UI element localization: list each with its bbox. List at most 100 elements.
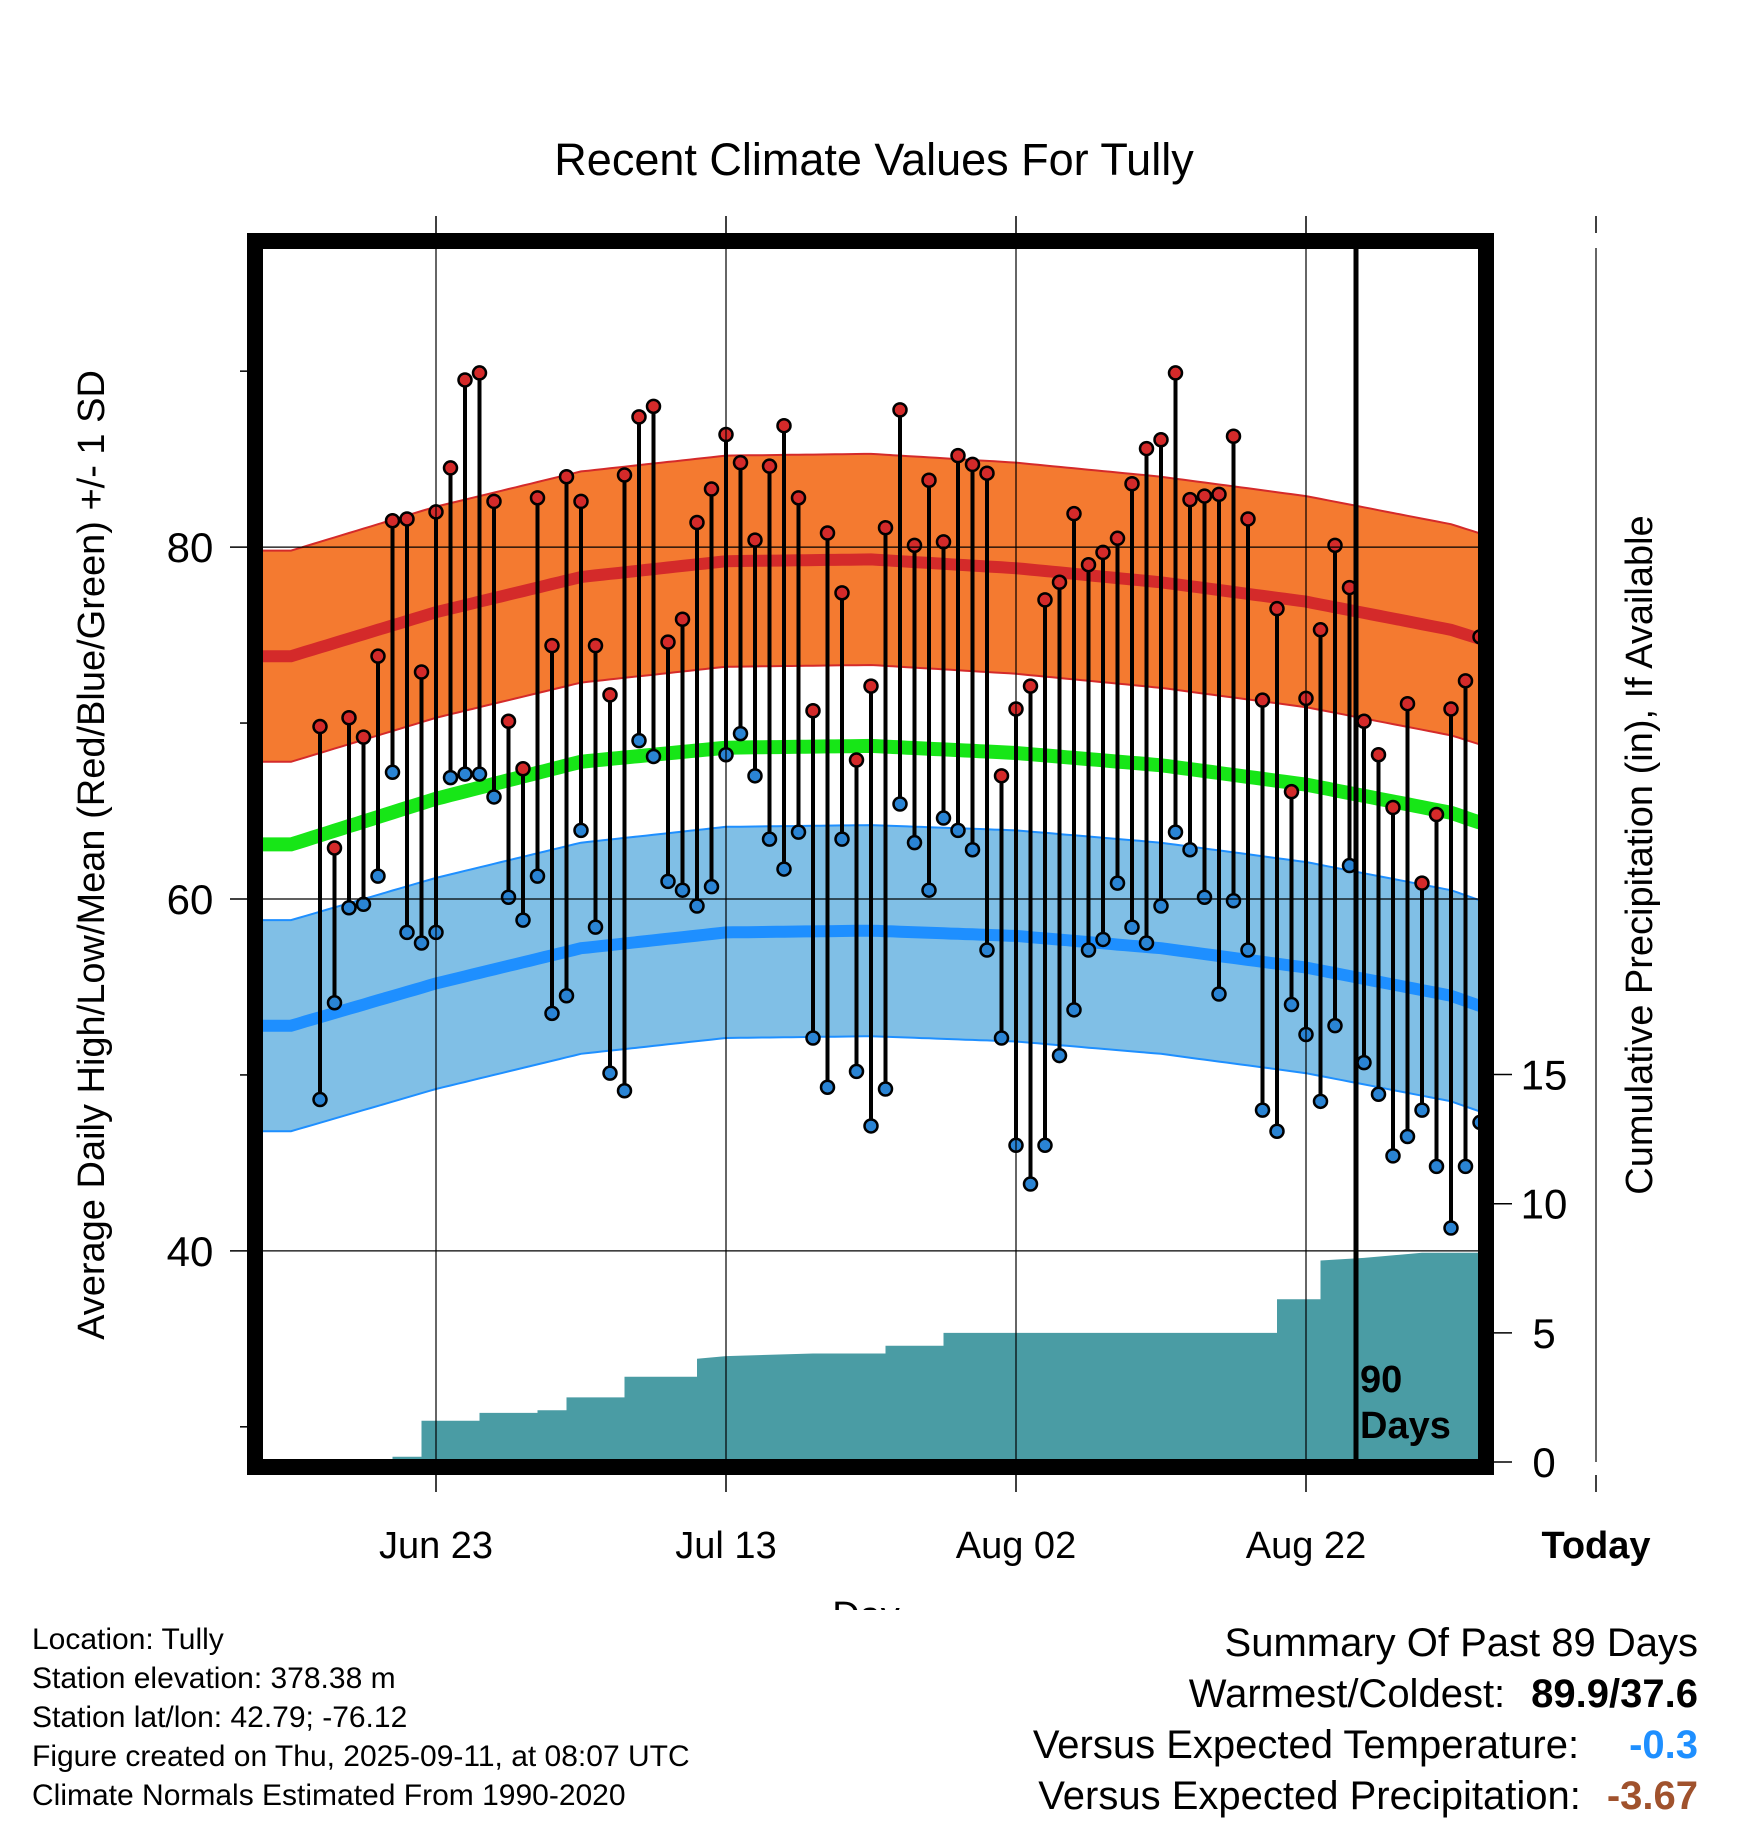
temp-value: -0.3 <box>1629 1723 1698 1767</box>
daily-high-point <box>355 729 372 745</box>
daily-high-point <box>399 511 415 527</box>
warm-cold-label: Warmest/Coldest: <box>1188 1672 1506 1716</box>
daily-high-point <box>1385 799 1401 816</box>
y2-tick-label: 10 <box>1521 1181 1568 1228</box>
x-tick-label: Aug 02 <box>956 1525 1076 1567</box>
daily-low-point <box>1443 1220 1459 1236</box>
normals-text: Climate Normals Estimated From 1990-2020 <box>32 1779 626 1812</box>
daily-high-point <box>660 634 676 650</box>
daily-high-point <box>674 611 691 627</box>
daily-low-point <box>834 831 850 847</box>
daily-high-point <box>442 460 459 476</box>
daily-low-point <box>660 873 676 890</box>
y2-tick-label: 15 <box>1521 1052 1568 1099</box>
latlon-text: Station lat/lon: 42.79; -76.12 <box>32 1701 408 1734</box>
daily-high-point <box>892 402 908 418</box>
daily-low-point <box>819 1079 836 1095</box>
daily-low-point <box>355 896 372 913</box>
daily-high-point <box>906 537 923 554</box>
daily-high-point <box>384 512 401 529</box>
daily-low-point <box>587 919 604 935</box>
daily-high-point <box>573 493 589 510</box>
daily-high-point <box>979 465 995 481</box>
daily-high-point <box>1561 836 1574 849</box>
chart-title: Recent Climate Values For Tully <box>554 134 1194 185</box>
daily-low-point <box>1167 824 1184 840</box>
y-tick-label: 60 <box>167 876 214 923</box>
daily-high-point <box>1196 488 1213 504</box>
daily-low-point <box>1022 1176 1039 1192</box>
warm-cold-row: Warmest/Coldest: 89.9/37.6 <box>1033 1669 1698 1720</box>
daily-high-point <box>1457 673 1474 689</box>
daily-high-point <box>1109 530 1126 547</box>
daily-low-point <box>1399 1128 1416 1145</box>
daily-low-point <box>790 824 807 840</box>
daily-low-point <box>631 732 647 749</box>
daily-high-point <box>689 514 705 531</box>
daily-low-point <box>805 1030 821 1046</box>
daily-high-point <box>1356 713 1372 730</box>
daily-low-point <box>500 889 517 905</box>
daily-high-point <box>1225 428 1242 445</box>
summary-title: Summary Of Past 89 Days <box>1224 1621 1698 1665</box>
daily-high-point <box>935 534 952 550</box>
daily-low-point <box>950 822 966 839</box>
y-axis-title: Average Daily High/Low/Mean (Red/Blue/Gr… <box>71 370 113 1340</box>
x-axis-title: Day <box>832 1595 900 1610</box>
daily-high-point <box>703 481 720 497</box>
precip-value: -3.67 <box>1606 1774 1698 1818</box>
daily-high-point <box>1066 505 1082 522</box>
daily-low-point <box>1428 1158 1445 1175</box>
daily-low-point <box>1254 1102 1271 1118</box>
daily-high-point <box>312 718 328 735</box>
daily-high-point <box>805 702 821 719</box>
daily-high-point <box>413 664 430 680</box>
daily-high-point <box>1167 365 1184 381</box>
daily-low-point <box>1283 996 1300 1013</box>
daily-high-point <box>1428 806 1445 823</box>
daily-low-point <box>1080 942 1097 958</box>
daily-low-point <box>602 1065 618 1081</box>
daily-low-point <box>1095 931 1111 948</box>
daily-high-point <box>950 447 966 464</box>
daily-high-point <box>993 768 1010 784</box>
daily-low-point <box>747 768 763 784</box>
daily-low-point <box>616 1083 633 1099</box>
daily-high-point <box>1022 678 1039 694</box>
daily-high-point <box>761 458 778 474</box>
daily-low-point <box>1153 898 1169 914</box>
daily-low-point <box>877 1081 894 1097</box>
temp-label: Versus Expected Temperature: <box>1032 1723 1580 1767</box>
climate-chart: Recent Climate Values For Tully 40 60 80 0 5… <box>71 134 1661 1610</box>
daily-high-point <box>834 585 850 601</box>
daily-low-point <box>1457 1158 1474 1175</box>
daily-high-point <box>732 454 749 471</box>
daily-low-point <box>1225 892 1242 909</box>
daily-high-point <box>921 472 937 488</box>
daily-high-point <box>471 365 488 381</box>
warm-cold-value: 89.9/37.6 <box>1531 1672 1698 1716</box>
daily-low-point <box>1546 1227 1559 1240</box>
precip-label: Versus Expected Precipitation: <box>1038 1774 1581 1818</box>
daily-low-point <box>1503 1016 1516 1029</box>
x-tick-label: Today <box>1541 1525 1650 1567</box>
daily-low-point <box>558 988 575 1004</box>
daily-high-point <box>1283 783 1300 800</box>
daily-high-point <box>747 532 763 548</box>
y-tick-label: 80 <box>167 524 214 571</box>
daily-low-point <box>1109 875 1126 891</box>
daily-low-point <box>1561 1258 1574 1271</box>
daily-low-point <box>442 769 459 786</box>
precip-row: Versus Expected Precipitation: -3.67 <box>1033 1771 1698 1822</box>
daily-high-point <box>1254 692 1271 708</box>
daily-low-point <box>1269 1123 1285 1139</box>
daily-low-point <box>326 995 343 1011</box>
daily-low-point <box>892 796 908 812</box>
daily-low-point <box>848 1063 865 1080</box>
daily-low-point <box>732 725 749 742</box>
daily-high-point <box>341 710 357 726</box>
daily-low-point <box>486 789 502 805</box>
daily-high-point <box>1269 600 1285 617</box>
daily-low-point <box>370 868 386 884</box>
daily-low-point <box>689 898 705 914</box>
